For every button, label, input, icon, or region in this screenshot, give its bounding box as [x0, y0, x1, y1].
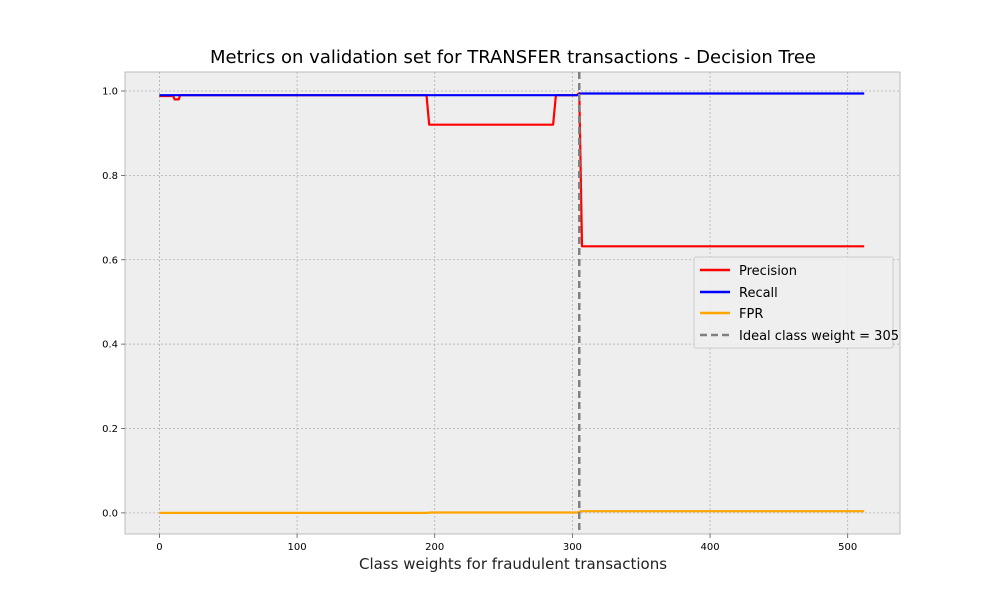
- y-tick-label: 1.0: [102, 86, 118, 97]
- y-tick-label: 0.8: [102, 171, 118, 182]
- x-tick-label: 0: [156, 542, 162, 553]
- legend-label-ideal-weight: Ideal class weight = 305: [739, 329, 899, 344]
- chart-title: Metrics on validation set for TRANSFER t…: [210, 47, 816, 68]
- legend-label-precision: Precision: [739, 264, 797, 279]
- x-tick-label: 200: [425, 542, 444, 553]
- x-tick-label: 100: [288, 542, 307, 553]
- legend-label-fpr: FPR: [739, 307, 763, 322]
- y-tick-label: 0.2: [102, 424, 118, 435]
- x-tick-label: 400: [700, 542, 719, 553]
- tick-labels: 0 100 200 300 400 500 0.0 0.2 0.4 0.6 0.8 1.0: [102, 86, 857, 553]
- series-layer: [159, 72, 865, 534]
- y-tick-label: 0.0: [102, 508, 118, 519]
- legend-label-recall: Recall: [739, 286, 778, 301]
- series-line-fpr: [159, 510, 865, 515]
- x-axis-label: Class weights for fraudulent transaction…: [359, 555, 667, 573]
- y-tick-label: 0.6: [102, 255, 118, 266]
- legend-box: [693, 256, 894, 349]
- y-tick-label: 0.4: [102, 340, 118, 351]
- legend: Precision Recall FPR Ideal class weight …: [693, 256, 899, 349]
- x-tick-label: 300: [563, 542, 582, 553]
- x-tick-label: 500: [838, 542, 857, 553]
